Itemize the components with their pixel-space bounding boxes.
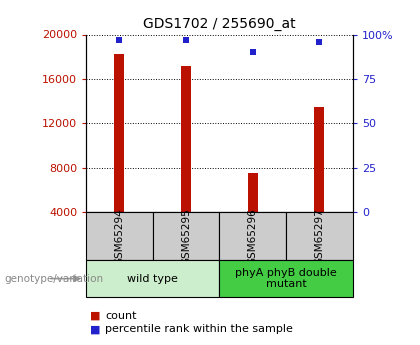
Text: count: count [105,311,136,321]
Bar [86,212,153,260]
Bar [114,55,124,212]
Bar [220,212,286,260]
Bar [286,212,353,260]
Title: GDS1702 / 255690_at: GDS1702 / 255690_at [143,17,296,31]
Text: GSM65296: GSM65296 [248,208,258,265]
Bar [153,212,220,260]
Bar [248,173,258,212]
Text: GSM65297: GSM65297 [315,208,325,265]
Text: ■: ■ [90,325,101,334]
Text: GSM65294: GSM65294 [114,208,124,265]
Bar [315,107,325,212]
Text: percentile rank within the sample: percentile rank within the sample [105,325,293,334]
Text: phyA phyB double
mutant: phyA phyB double mutant [235,268,337,289]
Text: GSM65295: GSM65295 [181,208,191,265]
Bar [86,260,220,297]
Text: wild type: wild type [127,274,178,284]
Text: ■: ■ [90,311,101,321]
Text: genotype/variation: genotype/variation [4,274,103,284]
Bar [181,66,191,212]
Bar [220,260,353,297]
